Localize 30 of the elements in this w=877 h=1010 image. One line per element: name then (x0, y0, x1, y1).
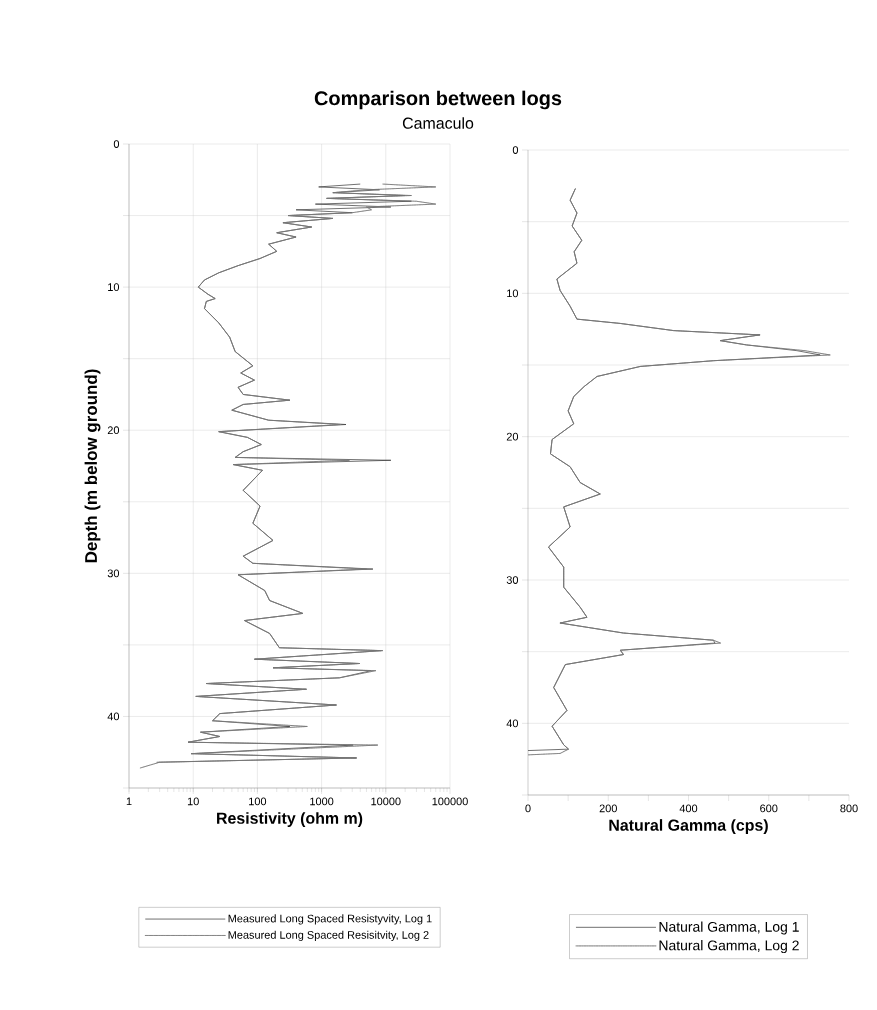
x-tick-label: 400 (679, 804, 698, 813)
chart-title: Comparison between logs (314, 90, 562, 110)
x-tick-label: 100 (249, 797, 267, 806)
y-tick-label: 20 (506, 432, 519, 441)
y-tick-label: 30 (107, 569, 120, 578)
x-tick-label: 0 (525, 804, 531, 813)
x-tick-label: 200 (599, 804, 617, 813)
y-tick-label: 30 (506, 576, 519, 584)
text: Natural Gamma, Log 1 (659, 921, 799, 935)
x-tick-label: 800 (840, 804, 858, 813)
x-axis-title: Resistivity (ohm m) (217, 812, 363, 827)
y-tick-label: 0 (512, 146, 519, 154)
chart-subtitle: Camaculo (402, 117, 474, 129)
text: Measured Long Spaced Resistyvity, Log 1 (228, 914, 432, 925)
y-tick-label: 20 (107, 426, 120, 435)
y-axis-title: Depth (m below ground) (84, 369, 101, 563)
x-tick-label: 1 (126, 797, 132, 806)
x-tick-label: 10000 (371, 797, 401, 806)
text: Natural Gamma, Log 2 (659, 940, 799, 954)
y-tick-label: 40 (107, 712, 120, 721)
x-tick-label: 600 (760, 804, 778, 813)
x-tick-label: 10 (187, 797, 199, 806)
y-tick-label: 40 (506, 719, 519, 728)
x-axis-title: Natural Gamma (cps) (609, 819, 768, 834)
x-tick-label: 1000 (310, 797, 334, 806)
x-tick-label: 100000 (432, 797, 468, 806)
text: Measured Long Spaced Resisitvity, Log 2 (228, 930, 429, 941)
y-tick-label: 10 (507, 289, 519, 298)
y-tick-label: 10 (108, 283, 120, 291)
y-tick-label: 0 (113, 140, 120, 148)
